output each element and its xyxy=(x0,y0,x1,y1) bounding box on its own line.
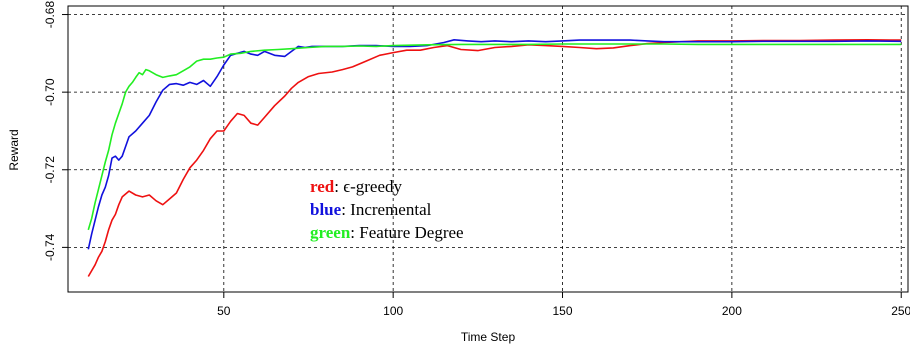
legend-entry-red: red: ϵ-greedy xyxy=(310,177,403,196)
x-axis-title: Time Step xyxy=(461,330,516,344)
y-tick-label: -0.68 xyxy=(43,1,57,29)
y-axis-title: Reward xyxy=(7,129,21,170)
legend: red: ϵ-greedy blue: Incremental green: Fea… xyxy=(310,177,464,242)
series-line-red xyxy=(87,39,902,277)
x-tick-label: 150 xyxy=(553,304,573,318)
x-tick-label: 100 xyxy=(383,304,403,318)
legend-key-red: red xyxy=(310,177,335,196)
y-tick-label: -0.74 xyxy=(43,233,57,261)
series-line-green xyxy=(87,43,902,231)
x-tick-label: 200 xyxy=(722,304,742,318)
y-axis: -0.74 -0.72 -0.70 -0.68 xyxy=(43,1,68,261)
x-axis: 50 100 150 200 250 xyxy=(217,292,910,318)
x-tick-label: 50 xyxy=(217,304,231,318)
plot-frame xyxy=(67,5,909,293)
legend-entry-green: green: Feature Degree xyxy=(310,223,464,242)
y-tick-label: -0.72 xyxy=(43,156,57,184)
y-tick-label: -0.70 xyxy=(43,78,57,106)
grid-lines xyxy=(68,6,908,292)
data-series xyxy=(87,39,902,277)
legend-key-green: green xyxy=(310,223,351,242)
legend-entry-blue: blue: Incremental xyxy=(310,200,432,219)
legend-key-blue: blue xyxy=(310,200,342,219)
x-tick-label: 250 xyxy=(891,304,910,318)
legend-desc-blue: : Incremental xyxy=(341,200,431,219)
legend-desc-green: : Feature Degree xyxy=(350,223,463,242)
legend-desc-red: : ϵ-greedy xyxy=(334,177,402,196)
series-line-blue xyxy=(87,39,902,250)
